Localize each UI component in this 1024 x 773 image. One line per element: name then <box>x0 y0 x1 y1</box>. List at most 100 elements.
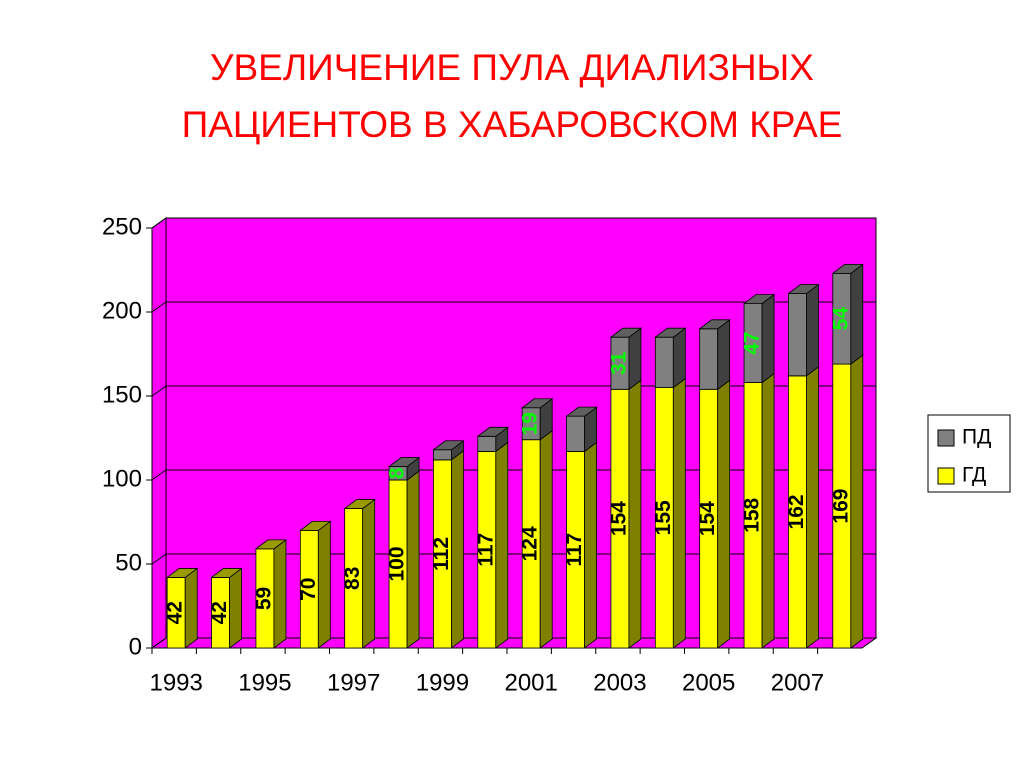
data-label: 19 <box>519 412 542 435</box>
x-tick-label: 2007 <box>771 669 824 696</box>
data-label: 47 <box>741 331 764 354</box>
y-tick-label: 0 <box>129 633 142 660</box>
y-tick-label: 50 <box>115 549 142 576</box>
side-wall <box>151 217 167 649</box>
bar <box>787 283 820 377</box>
bar-side <box>406 470 420 649</box>
bar <box>476 441 510 649</box>
data-label: 59 <box>252 587 275 610</box>
data-label: 124 <box>519 526 542 561</box>
legend-swatch <box>937 467 955 485</box>
bar-top <box>787 284 820 294</box>
data-label: 117 <box>474 533 497 567</box>
data-label: 31 <box>607 351 630 375</box>
bar-side <box>717 379 731 649</box>
bar-side <box>451 450 464 649</box>
bar-top <box>299 521 332 531</box>
bar <box>165 567 199 649</box>
y-tick-label: 100 <box>102 465 142 492</box>
x-tick-label: 2001 <box>504 669 557 696</box>
y-tick-label: 150 <box>102 381 142 408</box>
bar-side <box>628 379 642 649</box>
bar-top <box>432 440 465 451</box>
bar-top <box>343 499 376 509</box>
bar <box>831 354 865 649</box>
data-label: 155 <box>652 500 675 535</box>
data-label: 169 <box>829 489 852 524</box>
y-tick-label: 200 <box>102 297 142 324</box>
bar <box>299 520 332 649</box>
bar-side <box>850 263 864 365</box>
data-label: 117 <box>563 533 586 567</box>
bar-top <box>476 426 510 437</box>
data-label: 42 <box>208 601 231 624</box>
bar-side <box>317 520 331 649</box>
data-label: 8 <box>386 467 409 479</box>
bar-top <box>520 398 554 409</box>
legend-label: ГД <box>962 464 986 487</box>
bar-side <box>584 441 597 649</box>
bar-side <box>717 318 731 391</box>
bar-front <box>433 449 452 461</box>
bar-side <box>628 327 642 391</box>
data-label: 154 <box>696 501 719 536</box>
bar-side <box>539 429 553 649</box>
bar <box>609 327 643 391</box>
bar <box>520 397 554 441</box>
bar-side <box>672 327 686 389</box>
legend-swatch <box>937 429 955 447</box>
bar-front <box>788 293 807 377</box>
bar-top <box>742 294 776 305</box>
bar-side <box>273 539 287 649</box>
data-label: 83 <box>341 567 364 590</box>
x-tick-label: 1993 <box>149 669 202 696</box>
bar <box>432 439 465 461</box>
bar-top <box>165 568 199 578</box>
bar-front <box>566 415 585 452</box>
bar-side <box>184 567 198 649</box>
data-label: 70 <box>297 578 320 601</box>
bar-top <box>565 406 598 417</box>
bar <box>520 429 554 649</box>
bar-top <box>654 327 687 338</box>
y-tick-label: 250 <box>102 213 142 240</box>
chart-title: ПАЦИЕНТОВ В ХАБАРОВСКОМ КРАЕ <box>182 104 843 145</box>
bar <box>831 263 865 365</box>
bar-front <box>699 328 719 390</box>
data-label: 54 <box>829 307 852 331</box>
data-label: 42 <box>164 601 187 624</box>
x-tick-label: 1995 <box>238 669 291 696</box>
x-tick-label: 1997 <box>327 669 380 696</box>
bar-side <box>761 372 775 649</box>
bar <box>254 539 288 649</box>
data-label: 158 <box>741 497 764 532</box>
bar <box>210 567 243 649</box>
bar <box>654 327 687 389</box>
legend-label: ПД <box>962 426 991 449</box>
bar <box>742 293 776 384</box>
bar <box>742 372 776 649</box>
bar <box>343 498 376 649</box>
bar-side <box>495 441 509 649</box>
bar-front <box>477 435 497 452</box>
x-tick-label: 2005 <box>682 669 735 696</box>
bar <box>698 318 731 391</box>
bar-side <box>362 498 376 649</box>
x-tick-label: 1999 <box>416 669 469 696</box>
data-label: 100 <box>386 546 409 581</box>
bar <box>476 426 510 453</box>
chart-title: УВЕЛИЧЕНИЕ ПУЛА ДИАЛИЗНЫХ <box>210 47 814 88</box>
bar-side <box>850 354 864 649</box>
bar <box>609 379 643 649</box>
data-label: 162 <box>785 494 808 529</box>
bar-top <box>831 263 865 274</box>
bar-side <box>229 567 242 649</box>
data-label: 154 <box>607 501 630 536</box>
bar-side <box>761 293 775 384</box>
bar <box>565 406 598 453</box>
bar-top <box>387 457 421 467</box>
bar <box>387 456 421 481</box>
grid-line <box>151 217 876 229</box>
bar-front <box>654 336 674 389</box>
